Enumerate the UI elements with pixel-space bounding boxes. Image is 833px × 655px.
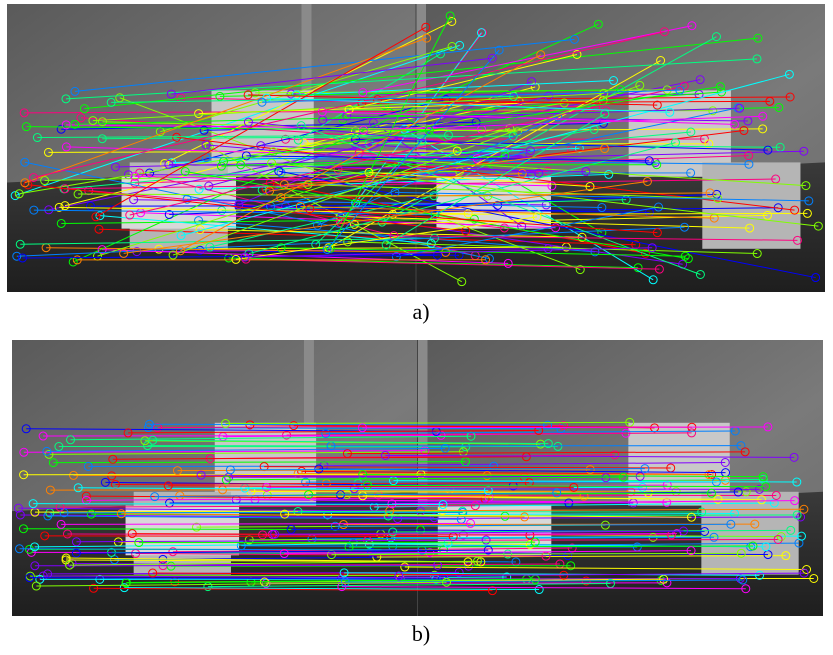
page: a) b) (() => { const data = JSON.parse(d… [0, 0, 833, 650]
caption: b) [412, 621, 430, 646]
figure: a) b) [0, 0, 833, 650]
image-b [12, 340, 823, 616]
image-a [7, 4, 825, 292]
match-line [128, 175, 531, 176]
match-line [43, 435, 441, 436]
box [702, 162, 800, 248]
caption: a) [412, 299, 429, 324]
match-line [298, 512, 702, 513]
